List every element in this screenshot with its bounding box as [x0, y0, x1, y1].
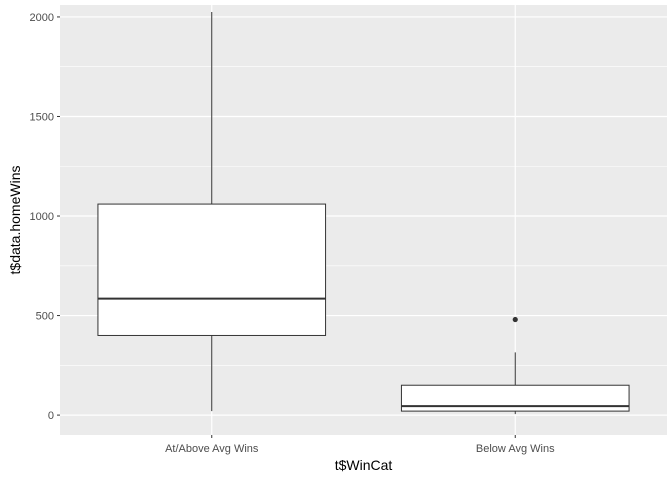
- y-tick-label: 1000: [30, 211, 54, 223]
- y-tick-label: 500: [36, 311, 54, 323]
- y-axis-ticks: 0 500 1000 1500 2000: [30, 12, 60, 422]
- outlier-point: [512, 316, 518, 323]
- y-tick-label: 2000: [30, 12, 54, 24]
- x-tick-label: At/Above Avg Wins: [165, 443, 259, 455]
- x-axis-title: t$WinCat: [335, 457, 393, 473]
- box-0: [97, 11, 327, 412]
- y-tick-label: 1500: [30, 111, 54, 123]
- y-tick-label: 0: [48, 410, 54, 422]
- iqr-box: [400, 384, 630, 412]
- boxes: [97, 11, 630, 415]
- box-1: [400, 316, 630, 415]
- iqr-box: [97, 203, 327, 336]
- x-axis-ticks: At/Above Avg Wins Below Avg Wins: [165, 435, 555, 455]
- y-axis-title: t$data.homeWins: [7, 166, 23, 275]
- x-tick-label: Below Avg Wins: [476, 443, 555, 455]
